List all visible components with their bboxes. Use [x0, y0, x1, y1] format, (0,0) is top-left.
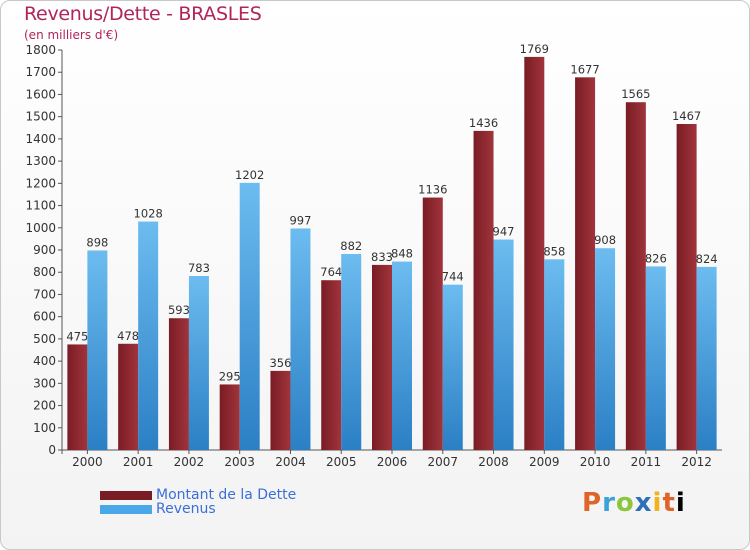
x-tick-label: 2000: [72, 455, 103, 469]
bar-dette: [118, 343, 139, 450]
legend-item-dette: Montant de la Dette: [100, 487, 296, 503]
proxiti-logo: Proxiti: [582, 488, 686, 518]
bar-revenus: [87, 250, 108, 450]
x-tick-label: 2002: [174, 455, 205, 469]
bar-dette: [676, 124, 697, 450]
legend-label-dette: Montant de la Dette: [156, 487, 297, 503]
bar-dette: [372, 264, 392, 450]
data-label-revenus: 908: [594, 233, 616, 247]
bar-revenus: [645, 266, 666, 450]
y-tick-label: 1000: [25, 221, 56, 235]
bar-revenus: [188, 276, 209, 450]
data-label-dette: 1565: [621, 87, 650, 101]
bar-dette: [625, 102, 646, 450]
bar-revenus: [595, 248, 616, 450]
bar-dette: [524, 56, 545, 451]
bar-revenus: [544, 259, 565, 450]
y-tick-label: 900: [33, 243, 56, 257]
bar-dette: [321, 280, 342, 450]
data-label-revenus: 1028: [134, 207, 163, 221]
x-tick-label: 2005: [326, 455, 357, 469]
legend-swatch-revenus: [100, 504, 152, 514]
y-tick-label: 1800: [25, 43, 56, 57]
y-tick-label: 1400: [25, 132, 56, 146]
bar-revenus: [442, 284, 463, 450]
data-label-dette: 593: [168, 303, 190, 317]
bar-dette: [575, 77, 596, 450]
y-tick-label: 100: [33, 421, 56, 435]
chart-subtitle: (en milliers d'€): [24, 28, 119, 42]
data-label-dette: 475: [66, 329, 88, 343]
data-label-dette: 1436: [469, 116, 498, 130]
y-tick-label: 300: [33, 376, 56, 390]
y-tick-label: 0: [48, 443, 56, 457]
bar-revenus: [290, 228, 311, 450]
data-label-dette: 478: [117, 329, 139, 343]
y-tick-label: 500: [33, 332, 56, 346]
x-tick-label: 2010: [580, 455, 611, 469]
data-label-revenus: 858: [543, 244, 565, 258]
chart-title: Revenus/Dette - BRASLES: [24, 3, 262, 25]
legend-swatch-dette: [100, 490, 152, 500]
x-tick-label: 2011: [631, 455, 662, 469]
bar-dette: [473, 130, 494, 450]
y-tick-label: 1700: [25, 65, 56, 79]
x-tick-label: 2003: [224, 455, 255, 469]
legend-item-revenus: Revenus: [100, 501, 216, 517]
data-label-dette: 1677: [570, 62, 599, 76]
data-label-revenus: 824: [696, 252, 718, 266]
data-label-revenus: 882: [340, 239, 362, 253]
x-tick-label: 2001: [123, 455, 154, 469]
data-label-revenus: 1202: [235, 168, 264, 182]
bar-dette: [422, 197, 443, 450]
data-label-revenus: 826: [645, 251, 667, 265]
bar-revenus: [696, 266, 717, 450]
bar-dette: [219, 384, 240, 450]
data-label-dette: 295: [219, 369, 241, 383]
data-label-revenus: 744: [442, 270, 464, 284]
x-tick-label: 2008: [478, 455, 509, 469]
bar-revenus: [138, 221, 159, 450]
bar-revenus: [493, 239, 514, 450]
y-tick-label: 400: [33, 354, 56, 368]
data-label-dette: 1136: [418, 183, 447, 197]
data-label-dette: 764: [320, 265, 342, 279]
data-label-revenus: 947: [493, 225, 515, 239]
y-tick-label: 600: [33, 310, 56, 324]
data-label-revenus: 783: [188, 261, 210, 275]
data-label-revenus: 898: [86, 235, 108, 249]
y-tick-label: 800: [33, 265, 56, 279]
y-tick-label: 200: [33, 399, 56, 413]
bar-dette: [67, 344, 88, 450]
y-tick-label: 1200: [25, 176, 56, 190]
bar-dette: [168, 318, 189, 450]
data-label-revenus: 848: [391, 247, 413, 261]
x-tick-label: 2007: [427, 455, 458, 469]
x-tick-label: 2012: [681, 455, 712, 469]
y-tick-label: 1500: [25, 110, 56, 124]
data-label-dette: 356: [269, 356, 291, 370]
bar-revenus: [341, 254, 362, 450]
y-tick-label: 700: [33, 287, 56, 301]
y-tick-label: 1300: [25, 154, 56, 168]
data-label-dette: 1467: [672, 109, 701, 123]
data-label-dette: 833: [371, 250, 393, 264]
data-label-dette: 1769: [520, 42, 549, 56]
x-tick-label: 2009: [529, 455, 560, 469]
bar-revenus: [392, 261, 412, 450]
y-tick-label: 1100: [25, 199, 56, 213]
x-tick-label: 2006: [377, 455, 408, 469]
x-tick-label: 2004: [275, 455, 306, 469]
y-tick-label: 1600: [25, 87, 56, 101]
data-label-revenus: 997: [289, 213, 311, 227]
bar-dette: [270, 370, 291, 450]
legend-label-revenus: Revenus: [156, 501, 216, 517]
bar-revenus: [239, 182, 260, 450]
